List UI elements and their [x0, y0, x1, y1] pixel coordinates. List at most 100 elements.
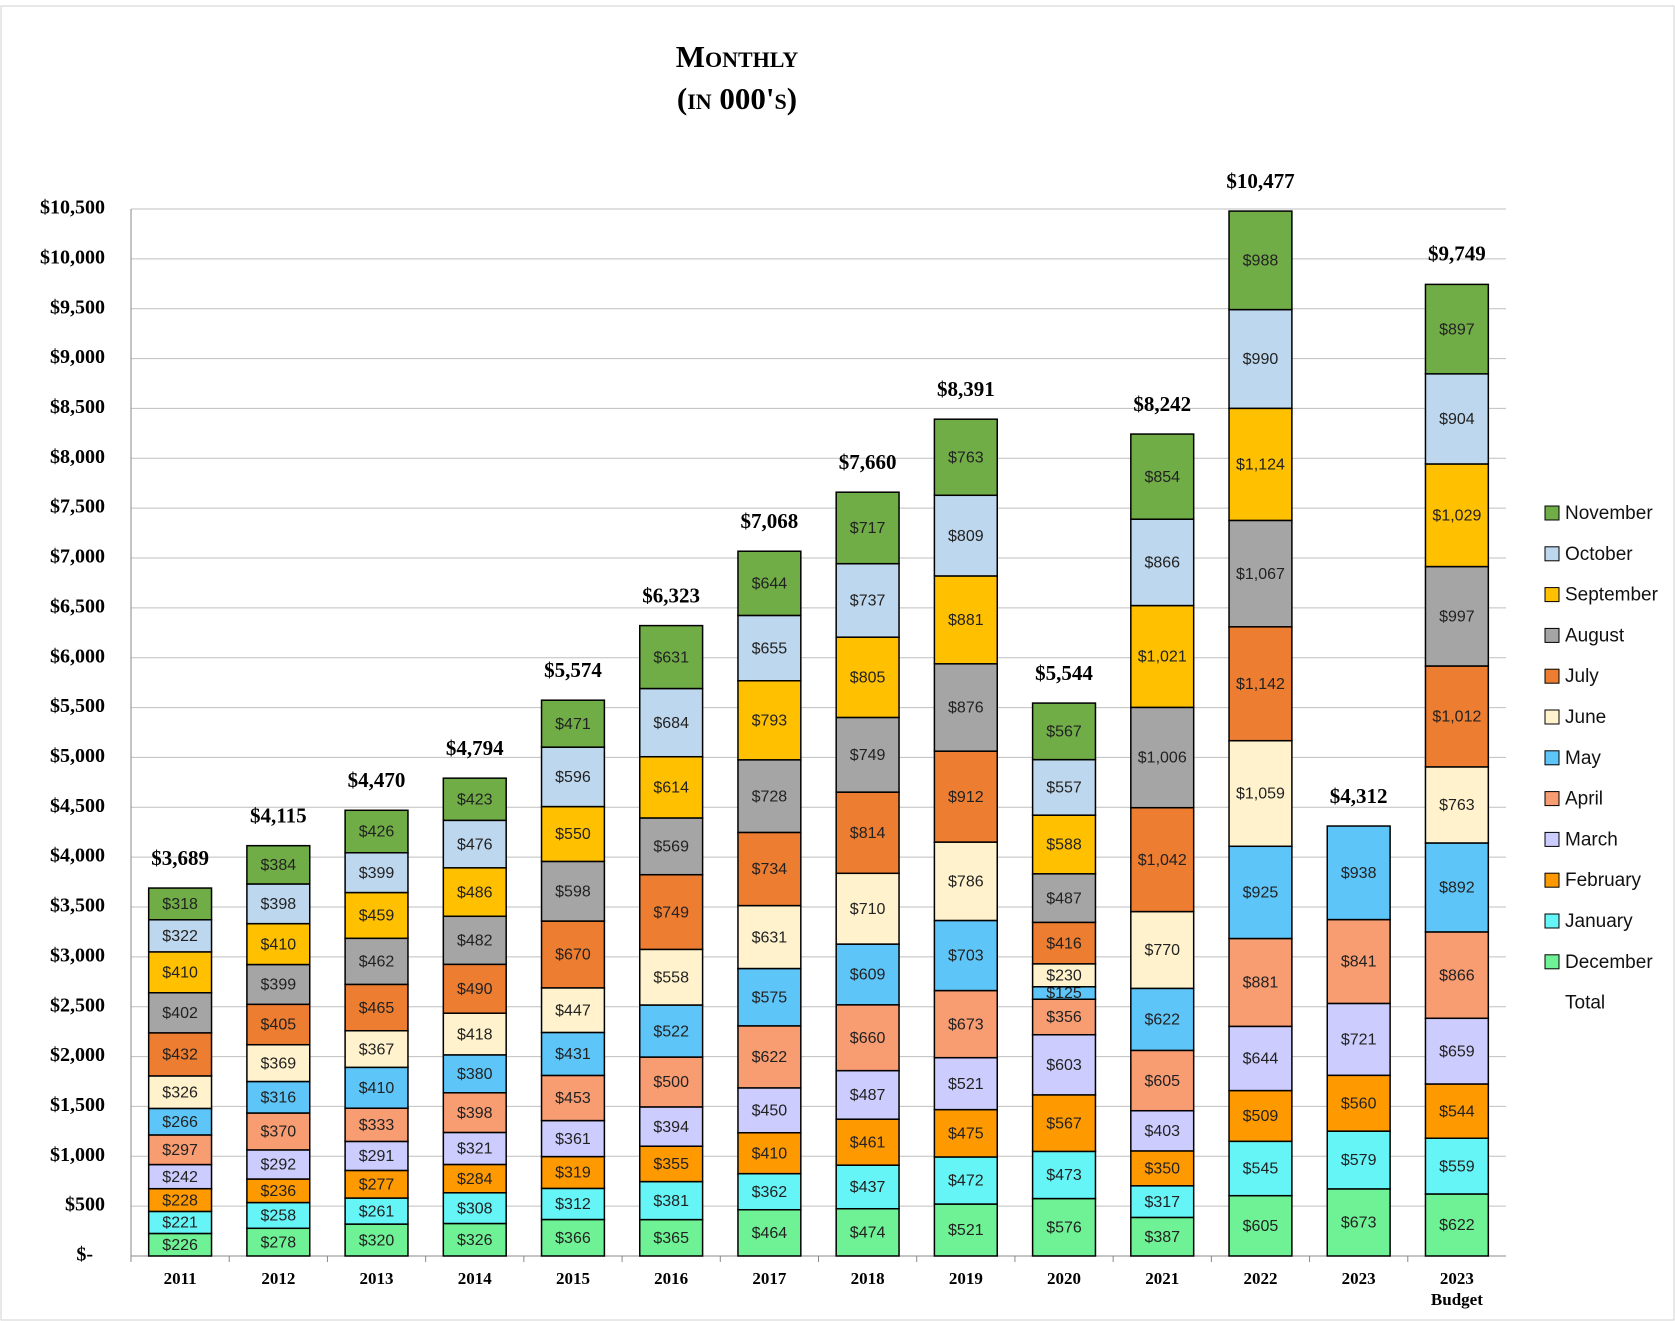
- chart-title: Monthly: [676, 39, 799, 74]
- bar-segment: [1228, 626, 1293, 742]
- bar-segment: [1130, 518, 1195, 607]
- bar-segment: [246, 1043, 311, 1083]
- bar-segment: [344, 891, 409, 940]
- x-tick-label: 2020: [1047, 1269, 1081, 1288]
- value-label: $278: [261, 1234, 297, 1251]
- bar-segment: [737, 967, 802, 1027]
- bar-segment: [737, 831, 802, 907]
- bar-segment: [1424, 665, 1490, 768]
- value-label: $605: [1144, 1073, 1180, 1090]
- value-label: $737: [850, 593, 886, 610]
- value-label: $1,124: [1236, 457, 1285, 474]
- value-label: $474: [850, 1225, 886, 1242]
- value-label: $544: [1439, 1103, 1475, 1120]
- bar-segment: [1031, 921, 1097, 965]
- value-label: $521: [948, 1222, 984, 1239]
- value-label: $793: [752, 713, 788, 730]
- value-label: $297: [162, 1142, 198, 1159]
- y-tick-label: $10,000: [40, 246, 105, 268]
- bar-segment: [1031, 998, 1097, 1036]
- total-label: $4,115: [250, 803, 307, 827]
- value-label: $355: [653, 1156, 689, 1173]
- value-label: $487: [850, 1087, 886, 1104]
- value-label: $319: [555, 1165, 591, 1182]
- bar-segment: [639, 1056, 704, 1108]
- value-label: $660: [850, 1030, 886, 1047]
- bar-segment: [1228, 1194, 1293, 1257]
- frame: [0, 5, 1675, 1321]
- value-label: $369: [261, 1055, 297, 1072]
- total-label: $5,544: [1035, 661, 1093, 685]
- x-tick-label: 2023 Budget: [1431, 1269, 1483, 1309]
- x-tick-label: 2013: [360, 1269, 394, 1288]
- bar-segment: [344, 1169, 409, 1199]
- bar-segment: [1130, 1150, 1195, 1187]
- bar-segment: [1424, 1017, 1490, 1085]
- value-label: $576: [1046, 1220, 1082, 1237]
- bar-segment: [933, 1203, 999, 1257]
- value-label: $410: [752, 1145, 788, 1162]
- value-label: $316: [261, 1089, 297, 1106]
- x-tick-label: 2018: [851, 1269, 885, 1288]
- value-label: $384: [261, 857, 297, 874]
- bar-segment: [1031, 1197, 1097, 1257]
- value-label: $569: [653, 839, 689, 856]
- value-label: $644: [752, 576, 788, 593]
- bar-segment: [1326, 825, 1391, 921]
- value-label: $809: [948, 528, 984, 545]
- value-label: $550: [555, 826, 591, 843]
- bar-segment: [540, 1218, 606, 1257]
- bar-segment: [442, 1092, 507, 1134]
- bar-segment: [540, 1155, 606, 1190]
- x-tick-label: 2012: [261, 1269, 295, 1288]
- y-tick-label: $6,000: [50, 645, 105, 667]
- value-label: $462: [359, 954, 395, 971]
- value-label: $416: [1046, 935, 1082, 952]
- bar-segment: [1228, 1025, 1293, 1092]
- bar-segment: [442, 867, 507, 918]
- bar-segment: [344, 983, 409, 1032]
- value-label: $1,142: [1236, 676, 1285, 693]
- legend-swatch: [1544, 668, 1560, 684]
- value-label: $721: [1341, 1032, 1377, 1049]
- bar-segment: [344, 1029, 409, 1069]
- value-label: $575: [752, 989, 788, 1006]
- bar-segment: [1130, 1216, 1195, 1257]
- legend-label: Total: [1565, 993, 1605, 1014]
- bar-segment: [1130, 604, 1195, 709]
- y-tick-label: $3,500: [50, 895, 105, 917]
- bar-segment: [933, 841, 999, 922]
- value-label: $588: [1046, 837, 1082, 854]
- value-label: $673: [948, 1016, 984, 1033]
- bar-segment: [1228, 1089, 1293, 1143]
- value-label: $230: [1046, 968, 1082, 985]
- bar-segment: [835, 791, 900, 875]
- value-label: $402: [162, 1005, 198, 1022]
- value-label: $990: [1243, 351, 1279, 368]
- bar-segment: [1130, 910, 1195, 990]
- bar-segment: [835, 1004, 900, 1072]
- bar-segment: [1424, 373, 1490, 465]
- value-label: $242: [162, 1169, 198, 1186]
- value-label: $559: [1439, 1158, 1475, 1175]
- value-label: $912: [948, 789, 984, 806]
- bar-segment: [147, 887, 213, 921]
- y-tick-label: $5,500: [50, 695, 105, 717]
- value-label: $866: [1144, 555, 1180, 572]
- value-label: $904: [1439, 411, 1475, 428]
- value-label: $567: [1046, 724, 1082, 741]
- bar-segment: [540, 987, 606, 1034]
- value-label: $521: [948, 1076, 984, 1093]
- bar-segment: [1326, 918, 1391, 1005]
- value-label: $710: [850, 901, 886, 918]
- value-label: $399: [359, 865, 395, 882]
- value-label: $749: [653, 904, 689, 921]
- bar-segment: [933, 1108, 999, 1158]
- x-tick-label: 2022: [1243, 1269, 1277, 1288]
- value-label: $644: [1243, 1051, 1279, 1068]
- bar-segment: [344, 809, 409, 854]
- bar-segment: [835, 636, 900, 719]
- bar-segment: [1228, 937, 1293, 1028]
- value-label: $631: [653, 649, 689, 666]
- value-label: $631: [752, 929, 788, 946]
